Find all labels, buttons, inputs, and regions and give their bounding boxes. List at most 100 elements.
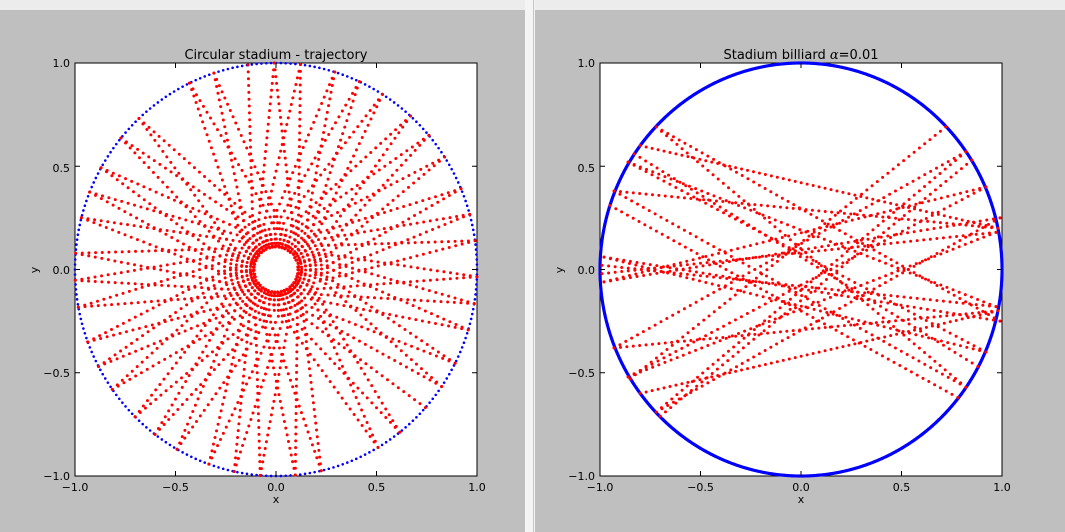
- trajectory-point: [349, 169, 353, 173]
- trajectory-point: [729, 281, 733, 285]
- trajectory-point: [654, 410, 658, 414]
- trajectory-point: [908, 209, 912, 213]
- trajectory-point: [225, 328, 229, 332]
- boundary-point: [75, 243, 78, 246]
- trajectory-point: [369, 150, 373, 154]
- trajectory-point: [870, 333, 874, 337]
- trajectory-point: [998, 216, 1002, 220]
- trajectory-point: [952, 193, 956, 197]
- trajectory-point: [175, 328, 179, 332]
- trajectory-point: [261, 203, 265, 207]
- boundary-point: [127, 127, 131, 131]
- boundary-point: [474, 293, 477, 296]
- trajectory-point: [449, 271, 453, 275]
- trajectory-point: [961, 234, 965, 238]
- trajectory-point: [407, 217, 411, 221]
- trajectory-point: [648, 272, 652, 276]
- trajectory-point: [402, 205, 406, 209]
- trajectory-point: [731, 354, 735, 358]
- trajectory-point: [859, 283, 863, 287]
- boundary-point: [255, 62, 258, 66]
- trajectory-point: [793, 179, 797, 183]
- trajectory-point: [841, 218, 845, 222]
- trajectory-point: [700, 189, 704, 193]
- trajectory-point: [977, 224, 981, 228]
- trajectory-point: [655, 264, 659, 268]
- trajectory-point: [399, 153, 403, 157]
- trajectory-point: [755, 242, 759, 246]
- trajectory-point: [120, 378, 124, 382]
- trajectory-point: [256, 412, 260, 416]
- boundary-point: [368, 451, 371, 454]
- trajectory-point: [248, 306, 252, 310]
- trajectory-point: [180, 403, 184, 407]
- trajectory-point: [119, 222, 123, 226]
- trajectory-point: [879, 235, 883, 239]
- trajectory-point: [345, 343, 349, 347]
- trajectory-point: [307, 367, 311, 371]
- trajectory-point: [418, 210, 422, 214]
- trajectory-point: [899, 186, 903, 190]
- trajectory-point: [335, 315, 339, 319]
- trajectory-point: [689, 144, 693, 148]
- trajectory-point: [754, 255, 758, 259]
- trajectory-point: [358, 297, 362, 301]
- trajectory-point: [868, 321, 872, 325]
- trajectory-point: [373, 389, 377, 393]
- trajectory-point: [817, 274, 821, 278]
- trajectory-point: [722, 324, 726, 328]
- trajectory-point: [621, 260, 625, 264]
- trajectory-point: [812, 230, 816, 234]
- boundary-point: [90, 350, 94, 354]
- trajectory-point: [159, 280, 163, 283]
- trajectory-point: [761, 322, 765, 326]
- trajectory-point: [755, 293, 759, 297]
- boundary-point: [269, 474, 273, 478]
- trajectory-point: [191, 410, 195, 414]
- trajectory-point: [188, 416, 192, 420]
- trajectory-point: [385, 147, 389, 151]
- trajectory-point: [895, 241, 899, 245]
- trajectory-point: [863, 291, 867, 295]
- trajectory-point: [428, 352, 432, 356]
- trajectory-point: [124, 141, 128, 145]
- trajectory-point: [128, 146, 132, 150]
- trajectory-point: [333, 199, 337, 203]
- trajectory-point: [314, 171, 318, 175]
- trajectory-point: [912, 264, 916, 268]
- trajectory-point: [799, 231, 803, 235]
- trajectory-point: [661, 270, 665, 274]
- trajectory-point: [238, 450, 242, 454]
- trajectory-point: [468, 274, 472, 278]
- trajectory-point: [238, 314, 242, 318]
- trajectory-point: [254, 192, 258, 196]
- trajectory-point: [665, 317, 669, 321]
- trajectory-point: [935, 298, 939, 302]
- trajectory-point: [925, 228, 929, 232]
- trajectory-point: [946, 341, 950, 345]
- trajectory-point: [864, 330, 868, 334]
- trajectory-point: [241, 381, 245, 385]
- trajectory-point: [978, 219, 982, 223]
- trajectory-point: [303, 231, 307, 235]
- trajectory-point: [704, 280, 708, 284]
- trajectory-point: [310, 443, 314, 447]
- trajectory-point: [325, 275, 329, 279]
- trajectory-point: [774, 237, 778, 241]
- trajectory-point: [686, 343, 690, 347]
- trajectory-point: [338, 331, 342, 335]
- trajectory-point: [892, 324, 896, 328]
- trajectory-point: [944, 125, 948, 129]
- trajectory-point: [149, 300, 153, 304]
- trajectory-point: [286, 313, 290, 317]
- trajectory-point: [716, 177, 720, 181]
- trajectory-point: [828, 295, 832, 299]
- trajectory-point: [823, 349, 827, 353]
- trajectory-point: [847, 343, 851, 347]
- trajectory-point: [836, 288, 840, 292]
- trajectory-point: [612, 189, 616, 193]
- trajectory-point: [896, 266, 900, 270]
- trajectory-point: [918, 261, 922, 265]
- trajectory-point: [238, 408, 242, 412]
- trajectory-point: [917, 189, 921, 193]
